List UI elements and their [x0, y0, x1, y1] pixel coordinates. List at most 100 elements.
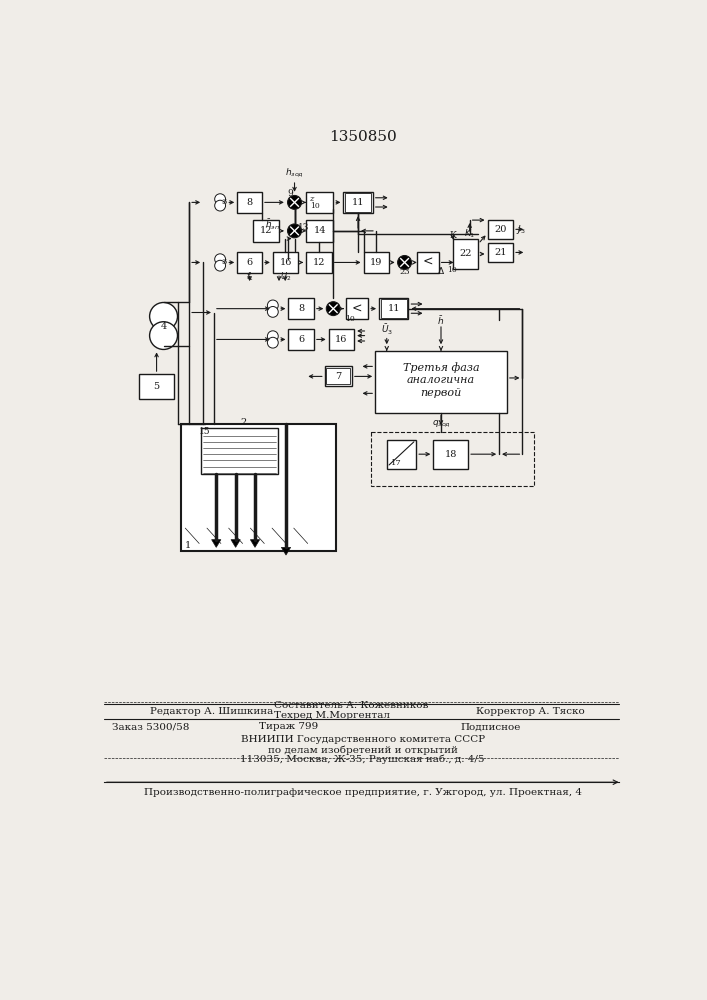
Text: Корректор А. Тяско: Корректор А. Тяско: [476, 707, 585, 716]
Text: ВНИИПИ Государственного комитета СССР: ВНИИПИ Государственного комитета СССР: [240, 735, 485, 744]
Circle shape: [215, 260, 226, 271]
Text: $\bar{h}$: $\bar{h}$: [438, 314, 445, 327]
Text: 10: 10: [310, 202, 320, 210]
Bar: [237, 252, 262, 273]
Text: Производственно-полиграфическое предприятие, г. Ужгород, ул. Проектная, 4: Производственно-полиграфическое предприя…: [144, 788, 582, 797]
Bar: [375, 351, 507, 413]
Circle shape: [215, 200, 226, 211]
Bar: [380, 299, 407, 318]
Circle shape: [267, 337, 279, 348]
Text: 113035, Москва, Ж-35, Раушская наб., д. 4/5: 113035, Москва, Ж-35, Раушская наб., д. …: [240, 754, 485, 764]
Circle shape: [150, 322, 177, 349]
Text: 8: 8: [298, 304, 304, 313]
Text: 6: 6: [247, 258, 252, 267]
Circle shape: [288, 224, 301, 238]
Text: 20: 20: [494, 225, 506, 234]
Bar: [327, 368, 351, 384]
Circle shape: [397, 256, 411, 269]
Text: 8: 8: [247, 198, 252, 207]
Text: 16: 16: [279, 258, 292, 267]
Circle shape: [267, 300, 279, 311]
Bar: [288, 298, 314, 319]
Text: $U_2$: $U_2$: [279, 271, 291, 283]
Bar: [306, 252, 332, 273]
Text: 13: 13: [298, 223, 310, 232]
Polygon shape: [250, 540, 259, 547]
Bar: [273, 252, 298, 273]
Text: 23: 23: [399, 268, 410, 276]
Text: 12: 12: [260, 226, 272, 235]
Text: Подписное: Подписное: [460, 722, 521, 731]
Text: K: K: [449, 231, 456, 240]
Polygon shape: [281, 547, 291, 555]
Text: Третья фаза: Третья фаза: [403, 363, 479, 373]
Bar: [288, 329, 314, 350]
Bar: [182, 424, 337, 551]
Text: Техред М.Моргентал: Техред М.Моргентал: [274, 711, 390, 720]
Text: 10: 10: [345, 315, 354, 323]
Bar: [306, 220, 333, 242]
Text: 3: 3: [221, 198, 227, 206]
Bar: [379, 298, 409, 319]
Bar: [201, 428, 279, 474]
Bar: [345, 193, 371, 212]
Bar: [488, 243, 513, 262]
Text: Заказ 5300/58: Заказ 5300/58: [112, 722, 189, 731]
Text: 11: 11: [352, 198, 364, 207]
Circle shape: [327, 302, 340, 316]
Circle shape: [150, 302, 177, 330]
Text: 9: 9: [288, 189, 293, 198]
Bar: [344, 192, 373, 213]
Bar: [346, 298, 368, 319]
Bar: [387, 440, 416, 469]
Text: z: z: [310, 195, 314, 203]
Text: $J_3$: $J_3$: [516, 223, 525, 236]
Text: Составитель А. Кожевников: Составитель А. Кожевников: [274, 701, 428, 710]
Text: 11: 11: [387, 304, 400, 313]
Text: первой: первой: [421, 388, 462, 398]
Polygon shape: [231, 540, 240, 547]
Circle shape: [267, 331, 279, 342]
Text: 14: 14: [313, 226, 326, 235]
Text: $f_1$: $f_1$: [245, 271, 254, 283]
Polygon shape: [211, 540, 221, 547]
Text: <: <: [352, 302, 363, 315]
Text: $\bar{h}_{эп}$: $\bar{h}_{эп}$: [265, 218, 281, 232]
Text: $q_{зод}$: $q_{зод}$: [431, 419, 450, 429]
Text: $h_{зод}$: $h_{зод}$: [285, 166, 304, 179]
Text: $\Delta$: $\Delta$: [437, 265, 445, 276]
Bar: [363, 252, 389, 273]
Text: $\bar{U}_3$: $\bar{U}_3$: [380, 323, 393, 337]
Bar: [329, 329, 354, 350]
Text: по делам изобретений и открытий: по делам изобретений и открытий: [268, 745, 457, 755]
Text: 6: 6: [298, 335, 304, 344]
Text: 10: 10: [447, 266, 457, 274]
Text: 19: 19: [370, 258, 382, 267]
Bar: [417, 252, 438, 273]
Text: 1350850: 1350850: [329, 130, 397, 144]
Bar: [325, 366, 352, 386]
Text: 12: 12: [312, 258, 325, 267]
Text: 7: 7: [335, 372, 341, 381]
Bar: [488, 220, 513, 239]
Circle shape: [288, 195, 301, 209]
Text: 21: 21: [494, 248, 506, 257]
Text: <: <: [423, 256, 433, 269]
Bar: [452, 239, 478, 269]
Text: Тираж 799: Тираж 799: [259, 722, 318, 731]
Bar: [371, 432, 534, 486]
Bar: [433, 440, 468, 469]
Text: 15: 15: [199, 427, 211, 436]
Text: 1: 1: [185, 541, 191, 550]
Text: 16: 16: [335, 335, 348, 344]
Bar: [306, 192, 333, 213]
Text: 5: 5: [153, 382, 159, 391]
Text: $K_1$: $K_1$: [464, 228, 475, 240]
Circle shape: [215, 194, 226, 205]
Text: аналогична: аналогична: [407, 375, 475, 385]
Text: 3: 3: [221, 258, 227, 266]
Text: 17: 17: [391, 459, 402, 467]
Text: 4: 4: [160, 322, 167, 331]
Text: 2: 2: [240, 418, 247, 427]
Circle shape: [267, 306, 279, 317]
